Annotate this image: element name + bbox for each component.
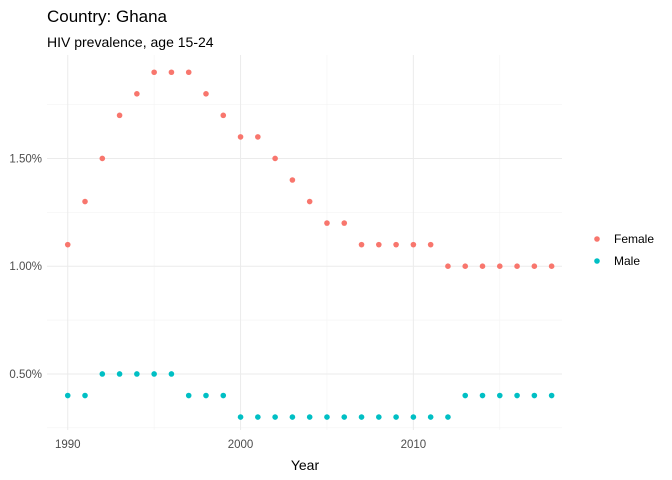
legend: Female Male [594, 232, 654, 268]
point-male [220, 392, 227, 399]
point-female [99, 155, 106, 162]
point-female [185, 69, 192, 76]
point-male [64, 392, 71, 399]
point-female [151, 69, 157, 76]
legend-label-male: Male [614, 254, 640, 268]
point-male [479, 392, 486, 399]
point-male [82, 392, 88, 399]
x-tick-label: 2010 [401, 439, 427, 451]
point-female [255, 134, 261, 140]
point-male [341, 414, 348, 420]
point-female [393, 241, 399, 248]
point-female [289, 177, 296, 183]
chart-title: Country: Ghana [47, 7, 168, 26]
point-male [462, 392, 469, 399]
point-male [203, 392, 209, 399]
grid-lines [47, 55, 562, 430]
point-male [514, 392, 520, 399]
point-male [427, 414, 434, 420]
point-female [272, 155, 278, 162]
point-male [496, 392, 503, 399]
point-male [168, 371, 175, 377]
point-female [324, 220, 330, 226]
point-female [548, 263, 555, 270]
point-female [358, 241, 365, 248]
point-female [341, 220, 348, 226]
point-male [306, 414, 313, 420]
point-female [306, 198, 313, 205]
point-female [514, 263, 520, 270]
y-tick-label: 1.50% [9, 153, 42, 165]
legend-label-female: Female [614, 232, 654, 246]
point-male [393, 414, 399, 420]
point-male [324, 414, 330, 420]
point-male [255, 414, 261, 420]
point-male [237, 414, 244, 420]
point-male [99, 371, 106, 377]
point-female [531, 263, 538, 270]
point-female [479, 263, 486, 270]
x-axis-title: Year [291, 457, 320, 473]
point-female [203, 90, 209, 97]
point-male [548, 392, 555, 399]
point-male [376, 414, 382, 420]
data-points [64, 69, 555, 420]
point-female [445, 263, 451, 270]
point-male [185, 392, 192, 399]
point-female [237, 134, 244, 140]
point-male [445, 414, 451, 420]
legend-key-female [594, 236, 600, 242]
y-tick-label: 1.00% [9, 261, 42, 273]
legend-key-male [594, 258, 600, 264]
point-male [151, 371, 157, 377]
point-male [358, 414, 365, 420]
x-tick-label: 1990 [55, 439, 81, 451]
point-female [64, 241, 71, 248]
axis-ticks: 1990 2000 2010 0.50% 1.00% 1.50% [9, 153, 426, 451]
point-female [462, 263, 469, 270]
point-female [427, 241, 434, 248]
point-male [410, 414, 417, 420]
point-male [116, 371, 123, 377]
point-male [531, 392, 538, 399]
point-female [496, 263, 503, 270]
chart-subtitle: HIV prevalence, age 15-24 [47, 34, 214, 50]
point-male [134, 371, 140, 377]
point-male [289, 414, 296, 420]
point-female [410, 241, 417, 248]
point-male [272, 414, 278, 420]
point-female [82, 198, 88, 205]
y-tick-label: 0.50% [9, 369, 42, 381]
x-tick-label: 2000 [228, 439, 254, 451]
point-female [168, 69, 175, 76]
point-female [134, 90, 140, 97]
point-female [220, 112, 227, 119]
point-female [376, 241, 382, 248]
point-female [116, 112, 123, 119]
